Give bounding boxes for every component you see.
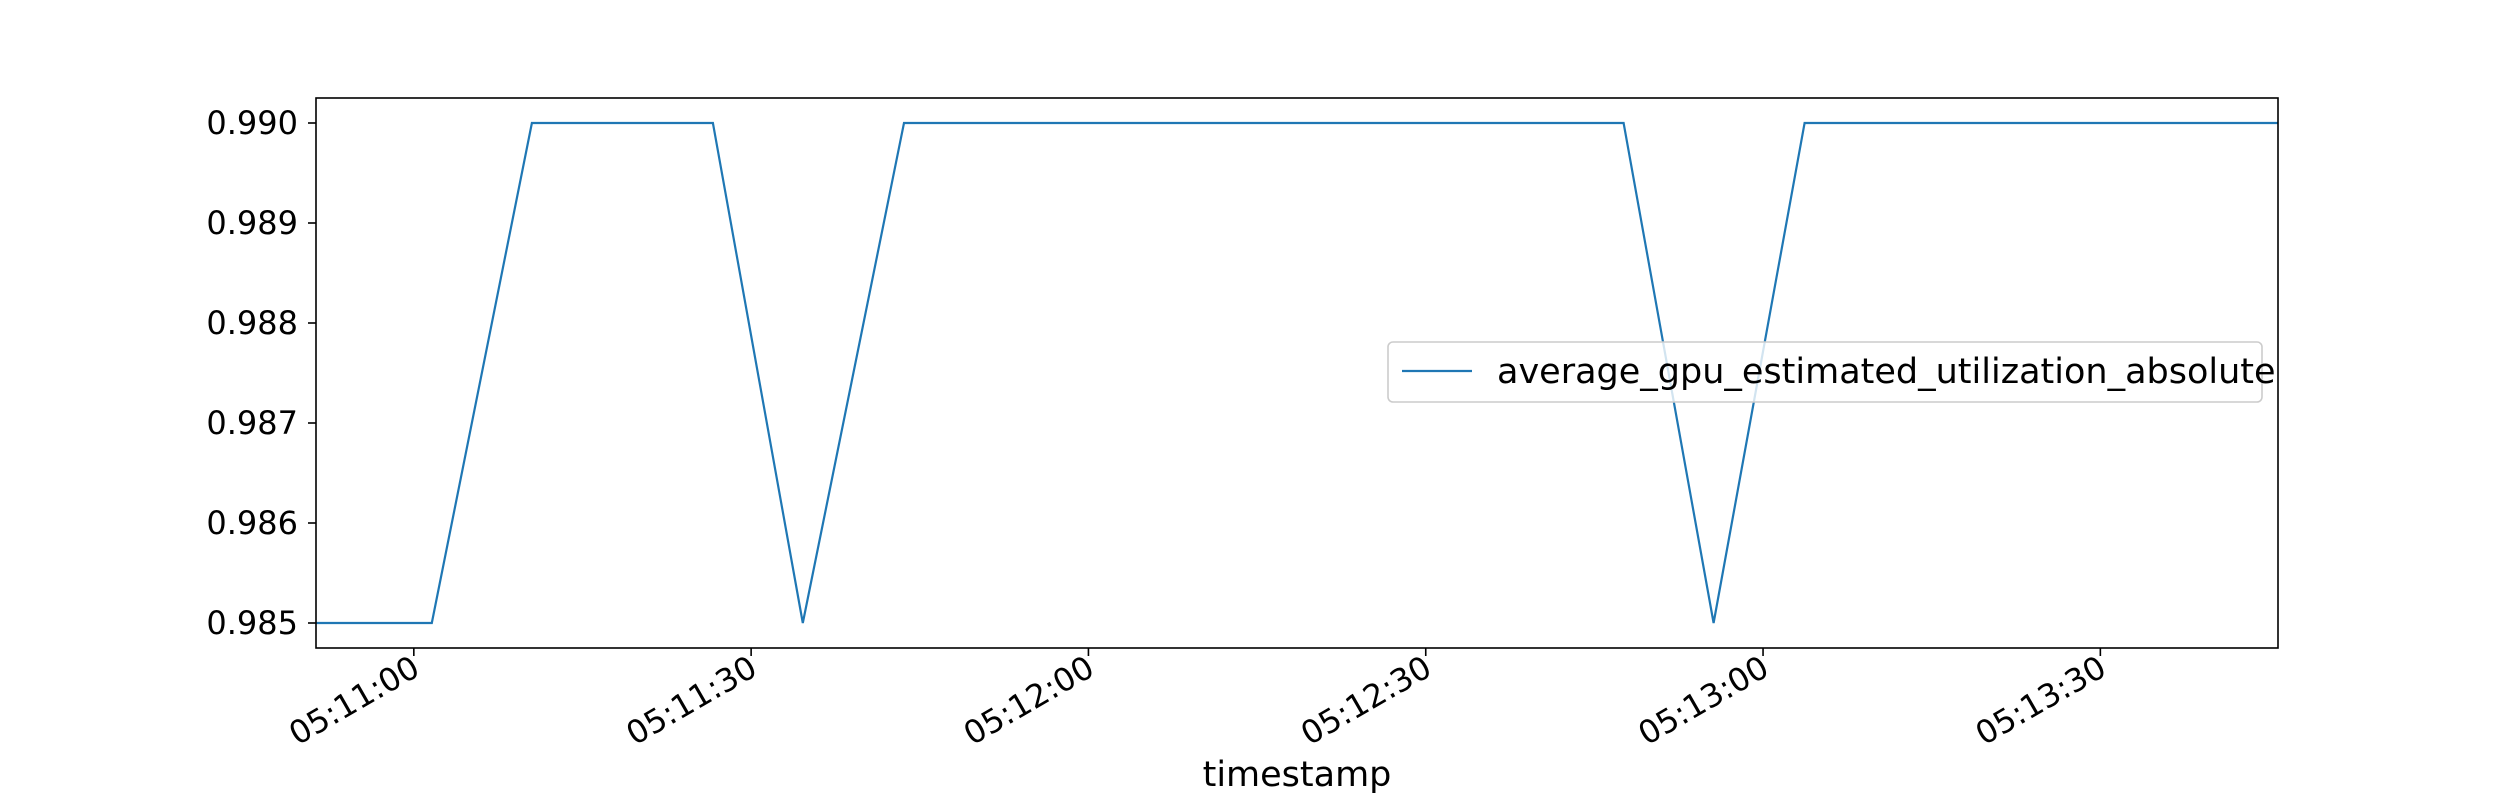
y-axis: 0.985 0.986 0.987 0.988 0.989 0.990 [206,104,316,642]
y-tick-label: 0.989 [206,204,298,242]
axes-frame [315,97,2279,649]
y-tick-label: 0.986 [206,504,298,542]
legend: average_gpu_estimated_utilization_absolu… [1387,341,2276,403]
x-axis-label: timestamp [1203,755,1392,795]
y-tick-label: 0.988 [206,304,298,342]
legend-box [1387,341,2263,403]
y-tick-label: 0.985 [206,604,298,642]
legend-label: average_gpu_estimated_utilization_absolu… [1497,352,2276,392]
y-tick-label: 0.990 [206,104,298,142]
y-tick-label: 0.987 [206,404,298,442]
